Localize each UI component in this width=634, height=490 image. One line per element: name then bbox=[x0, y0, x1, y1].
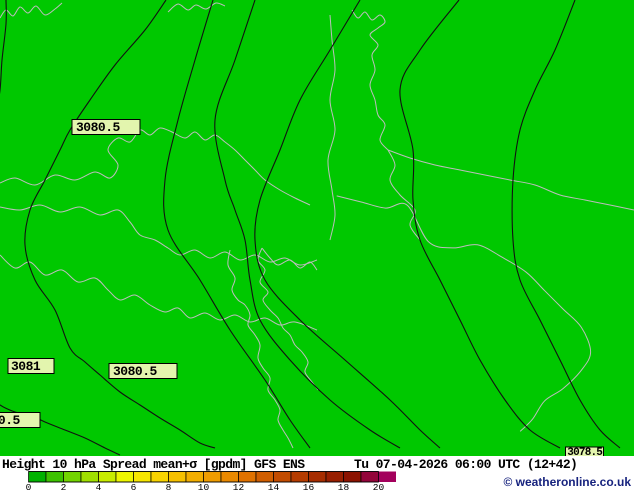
svg-text:3080.5: 3080.5 bbox=[76, 120, 121, 135]
svg-text:3080.5: 3080.5 bbox=[113, 364, 158, 379]
svg-text:3080.5: 3080.5 bbox=[0, 413, 21, 428]
svg-text:3081: 3081 bbox=[11, 359, 41, 374]
